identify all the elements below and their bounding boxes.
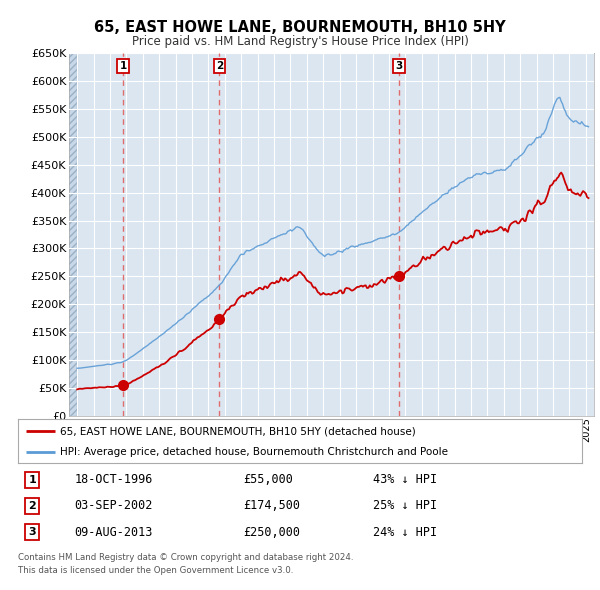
- Text: 2: 2: [28, 501, 36, 511]
- Text: 24% ↓ HPI: 24% ↓ HPI: [373, 526, 437, 539]
- Text: This data is licensed under the Open Government Licence v3.0.: This data is licensed under the Open Gov…: [18, 566, 293, 575]
- Text: £174,500: £174,500: [244, 499, 301, 513]
- Text: 1: 1: [119, 61, 127, 71]
- Text: 03-SEP-2002: 03-SEP-2002: [74, 499, 153, 513]
- Text: 2: 2: [216, 61, 223, 71]
- Text: 3: 3: [28, 527, 36, 537]
- Text: 65, EAST HOWE LANE, BOURNEMOUTH, BH10 5HY: 65, EAST HOWE LANE, BOURNEMOUTH, BH10 5H…: [94, 20, 506, 35]
- Text: 3: 3: [395, 61, 403, 71]
- Text: Contains HM Land Registry data © Crown copyright and database right 2024.: Contains HM Land Registry data © Crown c…: [18, 553, 353, 562]
- Text: 25% ↓ HPI: 25% ↓ HPI: [373, 499, 437, 513]
- Text: 18-OCT-1996: 18-OCT-1996: [74, 473, 153, 486]
- Text: £250,000: £250,000: [244, 526, 301, 539]
- Text: HPI: Average price, detached house, Bournemouth Christchurch and Poole: HPI: Average price, detached house, Bour…: [60, 447, 448, 457]
- Bar: [69, 53, 77, 416]
- Text: 65, EAST HOWE LANE, BOURNEMOUTH, BH10 5HY (detached house): 65, EAST HOWE LANE, BOURNEMOUTH, BH10 5H…: [60, 427, 416, 436]
- Text: 43% ↓ HPI: 43% ↓ HPI: [373, 473, 437, 486]
- Text: Price paid vs. HM Land Registry's House Price Index (HPI): Price paid vs. HM Land Registry's House …: [131, 35, 469, 48]
- Text: 1: 1: [28, 474, 36, 484]
- Text: 09-AUG-2013: 09-AUG-2013: [74, 526, 153, 539]
- Bar: [69, 53, 77, 416]
- Text: £55,000: £55,000: [244, 473, 293, 486]
